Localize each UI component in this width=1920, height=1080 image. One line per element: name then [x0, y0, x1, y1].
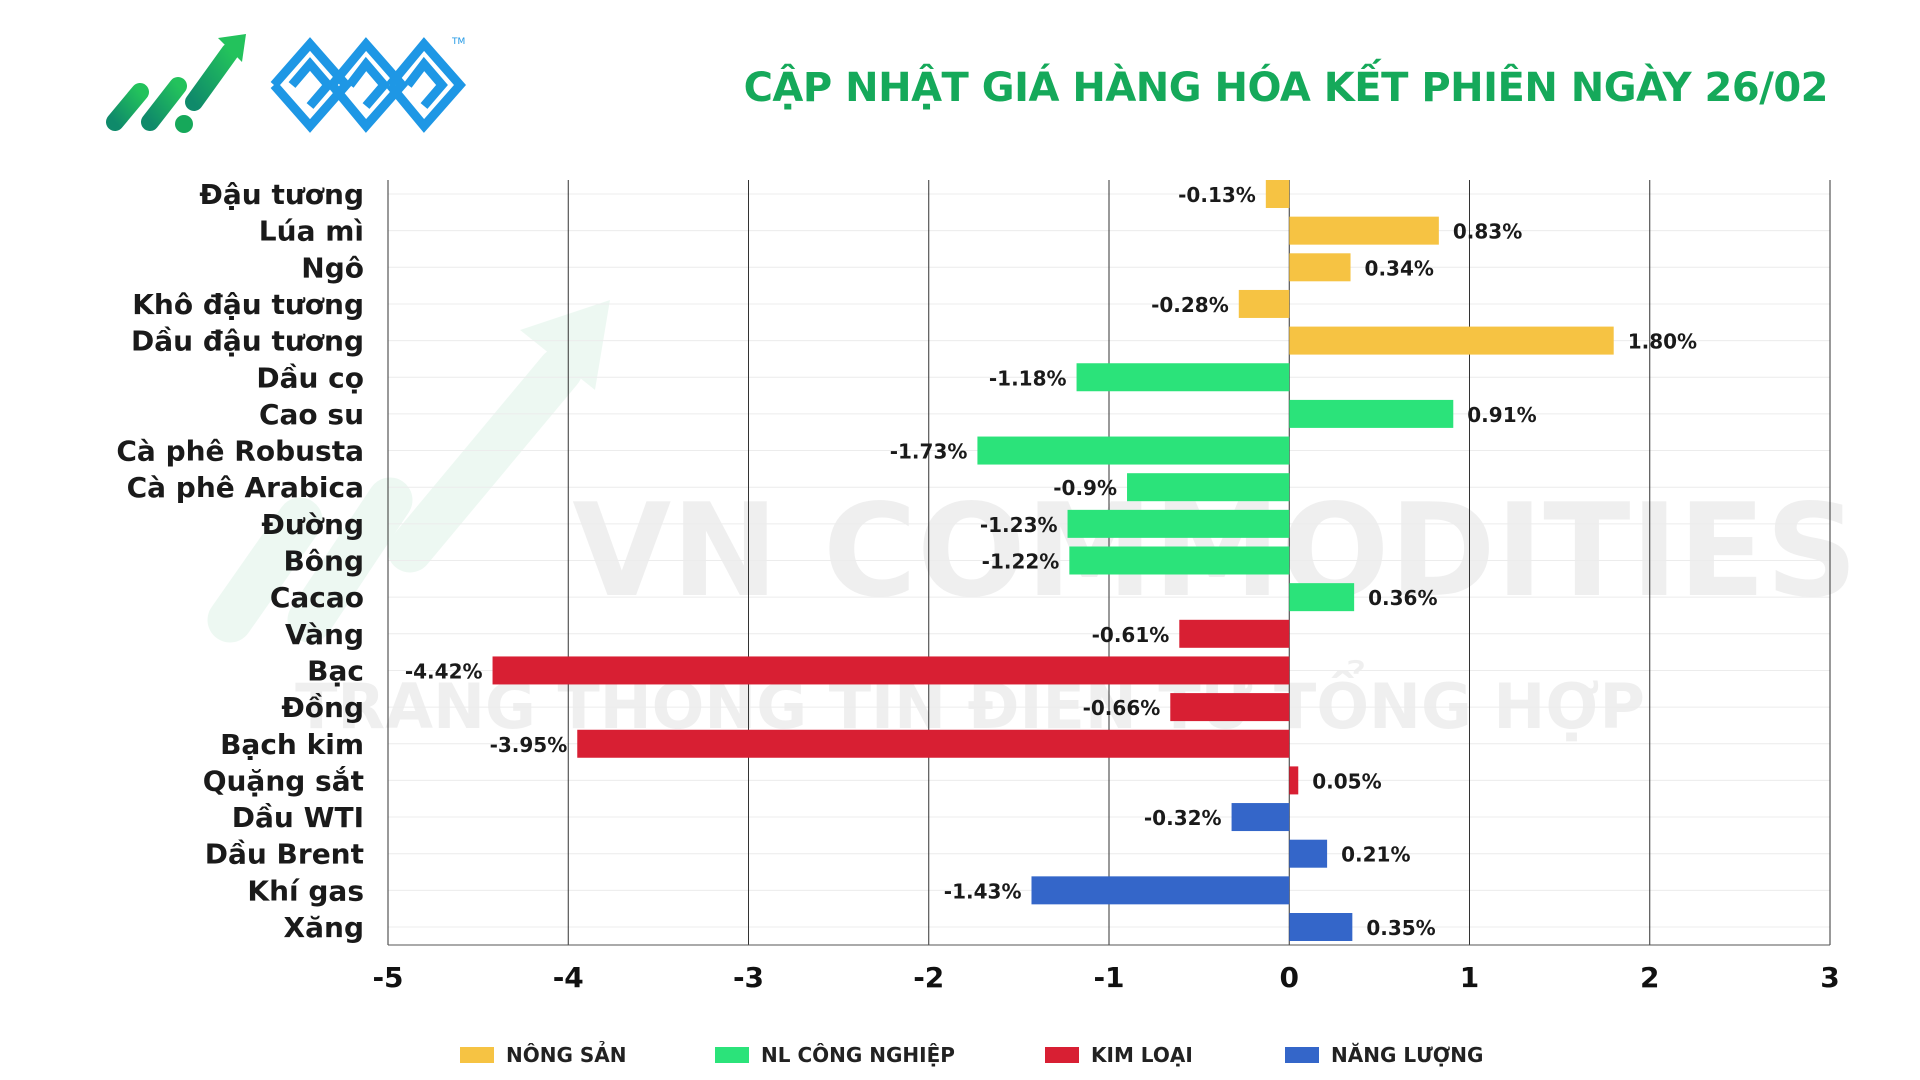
- bar: [1289, 326, 1614, 355]
- bar: [1170, 693, 1290, 722]
- value-label: 1.80%: [1628, 330, 1697, 354]
- x-tick-label: 0: [1280, 961, 1299, 994]
- bar: [1289, 583, 1355, 612]
- brand-logo-icon: TM: [270, 37, 466, 133]
- header: TM CẬP NHẬT GIÁ HÀNG HÓA KẾT PHIÊN NGÀY …: [0, 0, 1920, 150]
- category-label: Cao su: [259, 398, 364, 431]
- category-label: Cà phê Robusta: [116, 435, 364, 468]
- bar: [977, 436, 1290, 465]
- category-label: Đường: [261, 508, 364, 541]
- chart-legend: NÔNG SẢN NL CÔNG NGHIỆP KIM LOẠI NĂNG LƯỢNG: [460, 1043, 1560, 1073]
- x-tick-label: 3: [1820, 961, 1839, 994]
- value-label: -0.61%: [1092, 623, 1170, 647]
- x-tick-label: -1: [1093, 961, 1124, 994]
- legend-swatch: [460, 1047, 494, 1063]
- value-label: -0.13%: [1178, 183, 1256, 207]
- value-label: 0.83%: [1453, 220, 1522, 244]
- legend-item: KIM LOẠI: [1045, 1043, 1193, 1067]
- bar: [1289, 766, 1299, 795]
- value-label: 0.05%: [1312, 769, 1381, 793]
- category-label: Lúa mì: [259, 215, 364, 248]
- category-label: Dầu đậu tương: [131, 325, 364, 358]
- x-tick-label: -4: [553, 961, 584, 994]
- category-label: Bạch kim: [220, 728, 364, 761]
- value-label: -1.73%: [890, 440, 968, 464]
- legend-label: NĂNG LƯỢNG: [1331, 1043, 1484, 1067]
- legend-swatch: [1045, 1047, 1079, 1063]
- bar: [1069, 546, 1290, 575]
- category-label: Bạc: [307, 654, 364, 687]
- value-label: 0.35%: [1366, 916, 1435, 940]
- category-label: Đậu tương: [199, 178, 364, 211]
- bar: [1289, 399, 1454, 428]
- value-label: -0.9%: [1053, 476, 1117, 500]
- category-label: Quặng sắt: [203, 764, 364, 797]
- legend-item: NÔNG SẢN: [460, 1043, 626, 1067]
- legend-item: NL CÔNG NGHIỆP: [715, 1043, 955, 1067]
- value-label: -0.66%: [1083, 696, 1161, 720]
- bar-chart: -5 -4 -3 -2 -1 0 1 2 3 Đậu tương -0.13% Lúa mì 0.83%…: [116, 178, 1839, 994]
- x-tick-label: -5: [372, 961, 403, 994]
- bar: [1067, 509, 1290, 538]
- x-tick-label: 2: [1640, 961, 1659, 994]
- chart-area: VN COMMODITIES TRANG THÔNG TIN ĐIỆN TỬ T…: [0, 160, 1920, 1020]
- legend-swatch: [715, 1047, 749, 1063]
- bar: [577, 729, 1290, 758]
- value-label: 0.36%: [1368, 586, 1437, 610]
- bar: [1031, 876, 1290, 905]
- value-label: 0.21%: [1341, 843, 1410, 867]
- value-label: -3.95%: [490, 733, 568, 757]
- bar: [1127, 473, 1290, 502]
- value-label: -1.22%: [982, 550, 1060, 574]
- value-label: 0.91%: [1467, 403, 1536, 427]
- legend-item: NĂNG LƯỢNG: [1285, 1043, 1483, 1067]
- x-tick-label: -2: [913, 961, 944, 994]
- category-label: Ngô: [301, 251, 364, 284]
- category-label: Dầu cọ: [256, 361, 364, 394]
- bar: [1238, 289, 1290, 318]
- category-label: Cacao: [270, 581, 364, 614]
- bar: [1289, 839, 1328, 868]
- legend-label: NL CÔNG NGHIỆP: [761, 1043, 955, 1067]
- category-label: Khí gas: [247, 874, 364, 907]
- value-label: -1.18%: [989, 366, 1067, 390]
- legend-label: KIM LOẠI: [1091, 1043, 1193, 1067]
- x-tick-label: 1: [1460, 961, 1479, 994]
- legend-swatch: [1285, 1047, 1319, 1063]
- category-label: Xăng: [284, 911, 364, 944]
- svg-text:TM: TM: [451, 37, 465, 47]
- value-label: -0.28%: [1151, 293, 1229, 317]
- value-label: -1.43%: [944, 879, 1022, 903]
- value-label: -1.23%: [980, 513, 1058, 537]
- bar: [1179, 619, 1290, 648]
- bar: [1289, 216, 1439, 245]
- bar: [1265, 180, 1290, 208]
- growth-logo-icon: [106, 34, 246, 133]
- category-label: Dầu WTI: [232, 801, 364, 834]
- legend-label: NÔNG SẢN: [506, 1043, 627, 1067]
- bar: [492, 656, 1290, 685]
- category-label: Vàng: [285, 618, 364, 651]
- x-tick-label: -3: [733, 961, 764, 994]
- bar: [1076, 363, 1290, 392]
- category-label: Bông: [283, 545, 364, 578]
- category-label: Dầu Brent: [205, 838, 364, 871]
- category-label: Khô đậu tương: [132, 288, 364, 321]
- category-label: Đồng: [281, 691, 364, 724]
- bar: [1289, 253, 1351, 282]
- bar: [1289, 913, 1353, 941]
- value-label: -0.32%: [1144, 806, 1222, 830]
- bar: [1231, 803, 1290, 832]
- value-label: 0.34%: [1365, 256, 1434, 280]
- value-label: -4.42%: [405, 659, 483, 683]
- page-title: CẬP NHẬT GIÁ HÀNG HÓA KẾT PHIÊN NGÀY 26/…: [743, 65, 1829, 111]
- category-label: Cà phê Arabica: [127, 471, 364, 504]
